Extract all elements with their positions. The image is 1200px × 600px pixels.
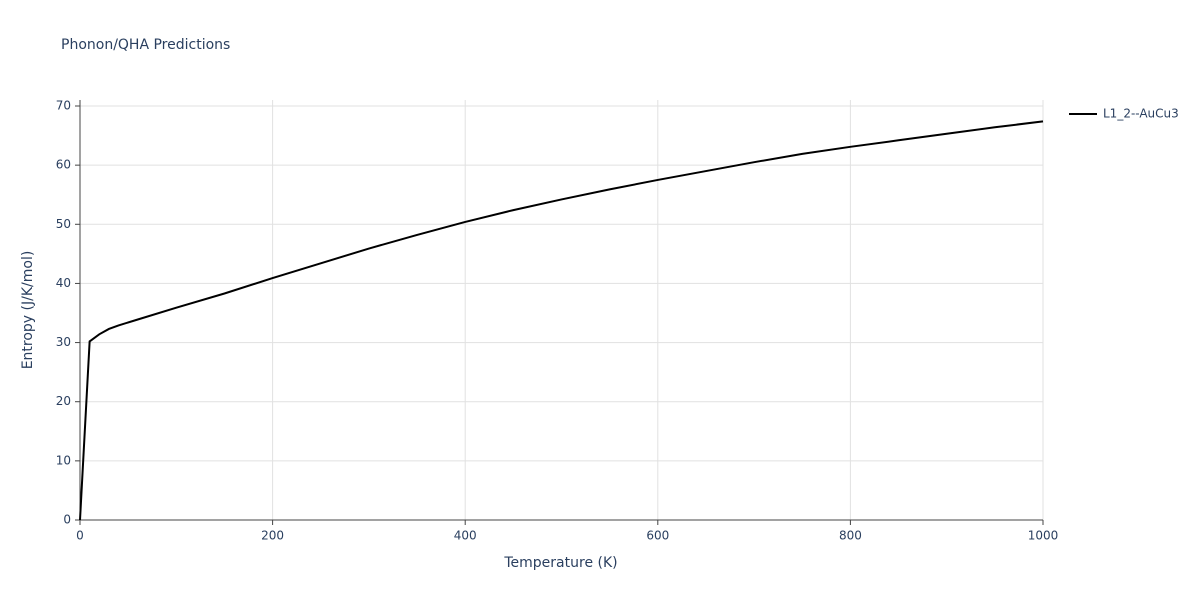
y-tick-label: 40 [56,276,71,290]
x-tick-label: 600 [646,529,669,543]
y-tick-label: 60 [56,158,71,172]
chart-title: Phonon/QHA Predictions [61,37,230,53]
y-tick-label: 20 [56,394,71,408]
x-tick-label: 400 [454,529,477,543]
y-tick-label: 50 [56,217,71,231]
x-tick-label: 0 [76,529,84,543]
y-tick-label: 30 [56,335,71,349]
y-axis-label: Entropy (J/K/mol) [20,251,36,370]
x-tick-label: 800 [839,529,862,543]
legend-label: L1_2--AuCu3 [1103,107,1179,121]
x-axis-label: Temperature (K) [503,555,617,571]
data-line [79,120,1044,521]
x-tick-label: 1000 [1028,529,1059,543]
y-tick-label: 10 [56,453,71,467]
y-tick-label: 0 [63,513,71,527]
y-tick-label: 70 [56,99,71,113]
x-tick-label: 200 [261,529,284,543]
